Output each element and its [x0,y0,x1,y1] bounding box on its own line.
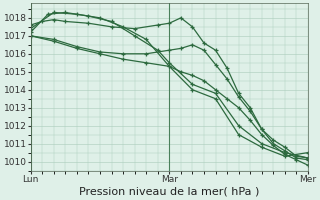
X-axis label: Pression niveau de la mer( hPa ): Pression niveau de la mer( hPa ) [79,187,260,197]
